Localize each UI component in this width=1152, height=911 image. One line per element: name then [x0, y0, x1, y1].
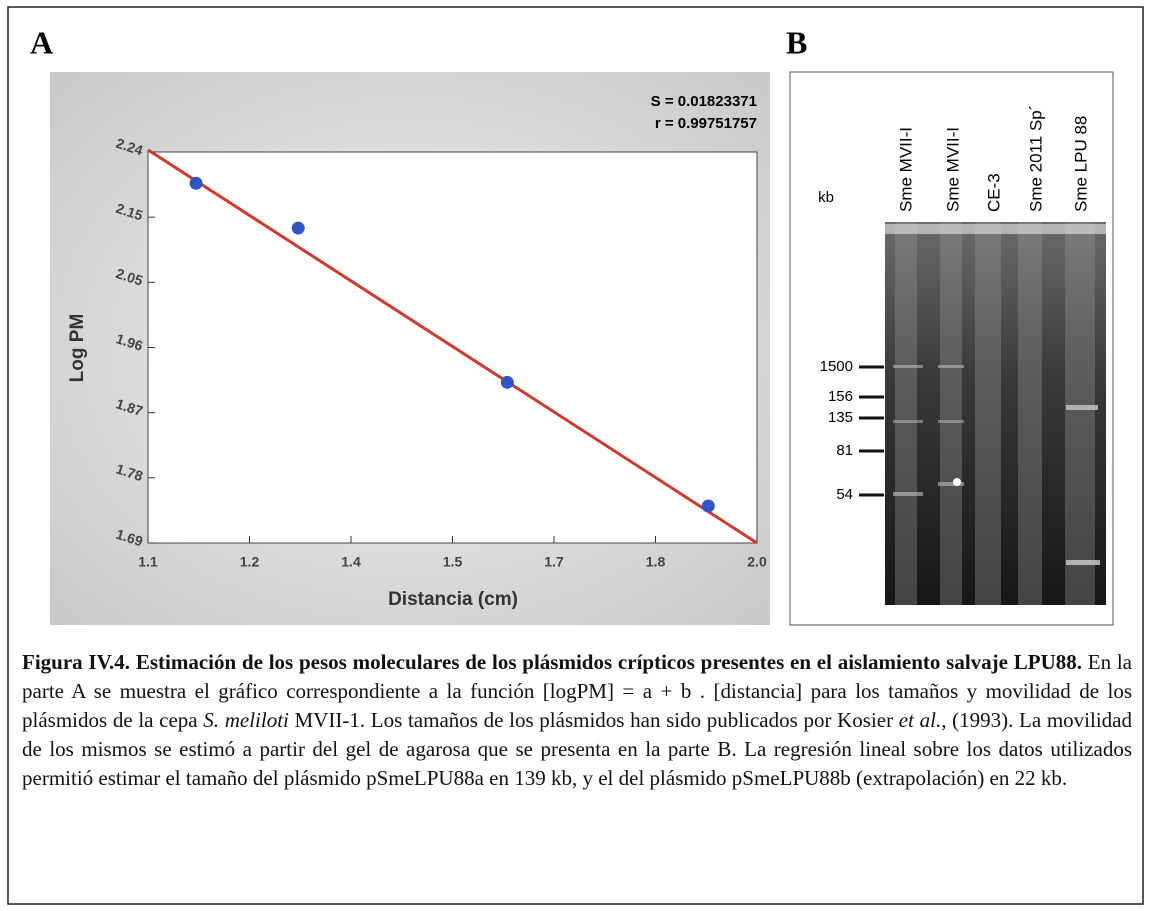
marker-label: 54 [836, 486, 853, 503]
annotation: r = 0.99751757 [655, 115, 757, 132]
x-tick-label: 1.8 [646, 554, 666, 570]
gel-unit: kb [818, 189, 834, 206]
x-tick-label: 1.4 [341, 554, 361, 570]
x-tick-label: 2.0 [747, 554, 767, 570]
caption-text: et al. [898, 708, 942, 732]
y-axis-label: Log PM [67, 314, 88, 383]
marker-label: 81 [836, 442, 853, 459]
x-axis-label: Distancia (cm) [388, 589, 518, 610]
x-tick-label: 1.7 [544, 554, 564, 570]
chart: S = 0.01823371 r = 0.99751757 Distancia … [50, 72, 770, 625]
lane-label: Sme MVII-I [896, 127, 915, 212]
lane-label: CE-3 [984, 173, 1003, 212]
marker-label: 1500 [820, 358, 853, 375]
caption: Figura IV.4. Estimación de los pesos mol… [22, 648, 1132, 793]
gel-lanes [895, 222, 1095, 605]
marker-label: 135 [828, 409, 853, 426]
gel-panel: kb Sme MVII-I Sme MVII-I CE-3 Sme 2011 Sp´ Sm… [789, 71, 1114, 626]
point [291, 221, 305, 235]
panel-label: B [786, 24, 807, 60]
panel-label: A [30, 24, 53, 60]
caption-title: Figura IV.4. Estimación de los pesos mol… [22, 650, 1082, 674]
point [701, 499, 715, 513]
annotation: S = 0.01823371 [651, 93, 757, 110]
fit-line [147, 148, 758, 545]
caption-text: S. meliloti [203, 708, 289, 732]
gel-bands [885, 224, 1106, 565]
point [189, 176, 203, 190]
x-tick-label: 1.2 [240, 554, 260, 570]
caption-text: , (1993). La movilidad de los mismos se … [22, 708, 1133, 790]
marker-label: 156 [828, 388, 853, 405]
point [500, 375, 514, 389]
gel-image [885, 222, 1106, 605]
frame [7, 6, 1144, 905]
lane-label: Sme LPU 88 [1071, 116, 1090, 212]
caption-text: En la parte A se muestra el gráfico corr… [22, 650, 1132, 732]
x-tick-label: 1.5 [443, 554, 463, 570]
lane-label: Sme MVII-I [943, 127, 962, 212]
x-tick-label: 1.1 [138, 554, 158, 570]
lane-label: Sme 2011 Sp´ [1026, 105, 1045, 212]
caption-text: MVII-1. Los tamaños de los plásmidos han… [288, 708, 899, 732]
